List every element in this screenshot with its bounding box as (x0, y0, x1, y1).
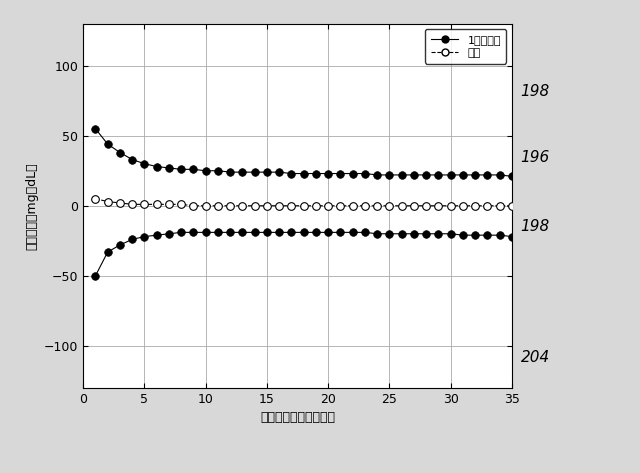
Y-axis label: 不確実性（mg／dL）: 不確実性（mg／dL） (26, 162, 38, 250)
Legend: 1標準偏差, 平均: 1標準偏差, 平均 (425, 29, 506, 64)
Text: 204: 204 (520, 350, 550, 365)
X-axis label: 予測に使用される日数: 予測に使用される日数 (260, 412, 335, 424)
Text: 198: 198 (520, 85, 550, 99)
Text: 196: 196 (520, 150, 550, 165)
Text: 198: 198 (520, 219, 550, 234)
